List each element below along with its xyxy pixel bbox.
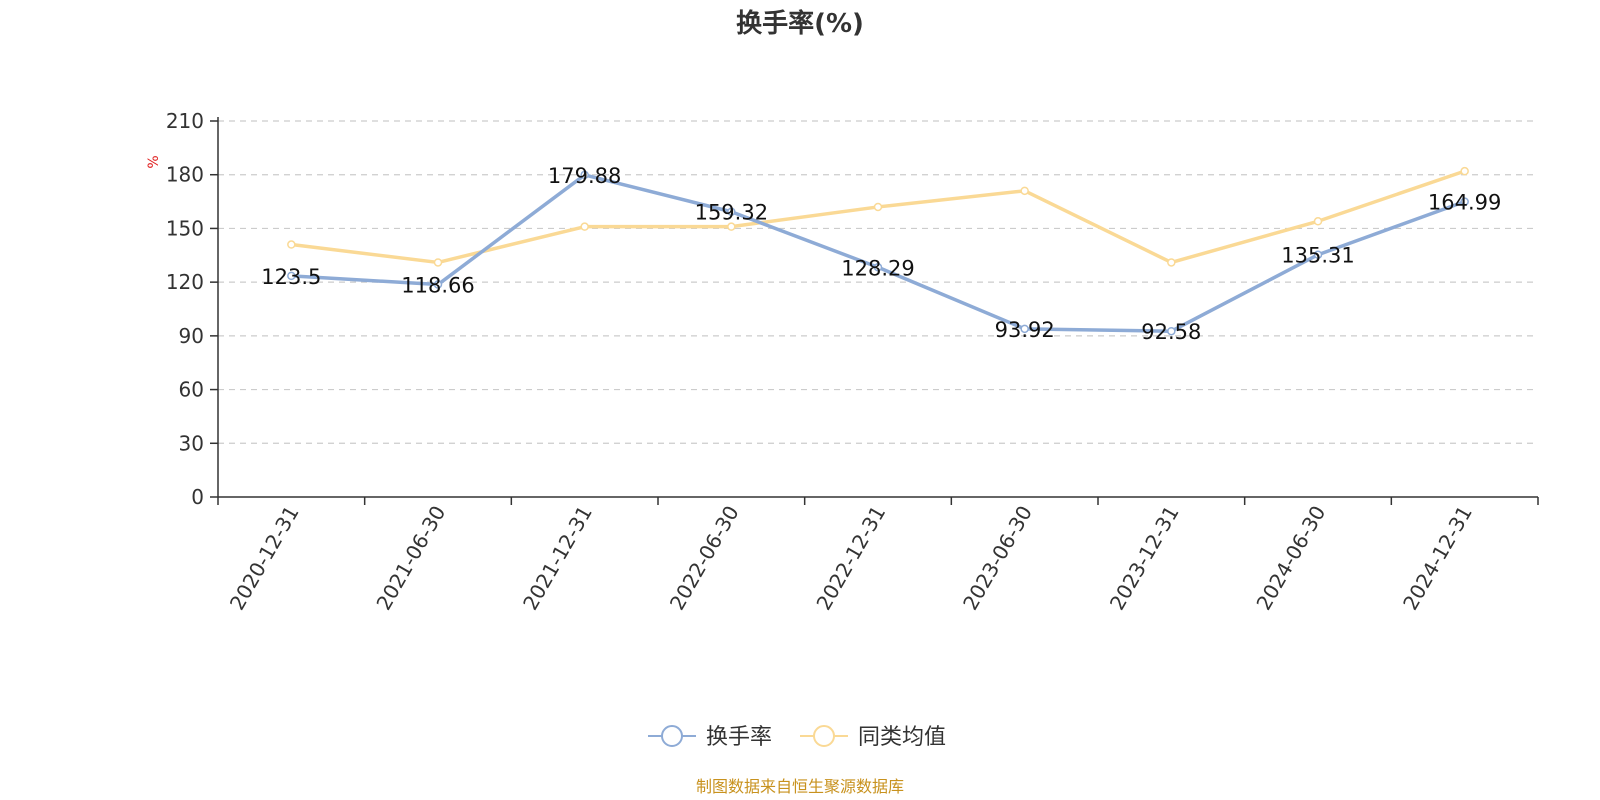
y-tick-label: 210 xyxy=(166,109,204,133)
legend-label: 同类均值 xyxy=(858,725,946,750)
data-point xyxy=(1167,326,1176,336)
legend-item-peer-average[interactable]: 同类均值 xyxy=(800,725,946,750)
data-point xyxy=(433,258,443,267)
axes xyxy=(217,117,1538,498)
x-tick-label: 2020-12-31 xyxy=(225,502,304,615)
chart-title: 换手率(%) xyxy=(736,8,864,39)
x-tick-label: 2022-12-31 xyxy=(811,502,890,615)
data-point xyxy=(727,222,736,231)
data-label: 164.99 xyxy=(1428,191,1501,215)
legend-label: 换手率 xyxy=(706,725,772,750)
series-turnover-rate: 123.5 118.66 179.88 159.32 128.29 93.92 92.58 1… xyxy=(261,164,1501,344)
data-point xyxy=(287,271,296,281)
data-label: 128.29 xyxy=(841,256,914,280)
data-source-note: 制图数据来自恒生聚源数据库 xyxy=(696,777,904,796)
x-tick-label: 2024-06-30 xyxy=(1251,502,1330,615)
y-tick-label: 30 xyxy=(179,431,204,455)
legend-marker xyxy=(661,725,683,747)
data-point xyxy=(1020,186,1029,196)
data-point xyxy=(1460,166,1469,176)
data-label: 135.31 xyxy=(1281,244,1354,268)
y-tick-label: 120 xyxy=(166,270,204,294)
y-tick-label: 0 xyxy=(191,485,204,509)
data-point xyxy=(1020,324,1029,334)
legend-item-turnover-rate[interactable]: 换手率 xyxy=(648,725,772,750)
data-point xyxy=(1313,250,1323,259)
data-point xyxy=(1460,197,1469,206)
x-axis-ticks: 2020-12-31 2021-06-30 2021-12-31 2022-06-30… xyxy=(217,497,1539,615)
x-tick-label: 2021-06-30 xyxy=(371,502,450,615)
x-tick-label: 2023-06-30 xyxy=(958,502,1037,615)
y-axis-unit-label: % xyxy=(146,155,162,168)
data-label: 118.66 xyxy=(401,274,474,298)
y-tick-label: 60 xyxy=(179,378,204,402)
x-tick-label: 2023-12-31 xyxy=(1105,502,1184,615)
data-point xyxy=(1167,258,1176,267)
data-point xyxy=(873,263,883,272)
x-tick-label: 2022-06-30 xyxy=(665,502,744,615)
x-tick-label: 2021-12-31 xyxy=(518,502,597,615)
data-point xyxy=(580,222,589,231)
data-point xyxy=(727,207,736,216)
data-point xyxy=(580,170,589,180)
x-tick-label: 2024-12-31 xyxy=(1398,502,1477,615)
y-tick-label: 180 xyxy=(166,163,204,187)
data-point xyxy=(873,202,883,212)
data-label: 159.32 xyxy=(695,201,768,225)
data-label: 179.88 xyxy=(548,164,621,188)
data-label: 93.92 xyxy=(995,318,1055,342)
legend[interactable]: 换手率 同类均值 xyxy=(648,725,946,750)
series-layer: 123.5 118.66 179.88 159.32 128.29 93.92 92.58 1… xyxy=(261,164,1501,344)
series-peer-average xyxy=(287,166,1469,267)
y-tick-label: 90 xyxy=(179,324,204,348)
y-axis-ticks: 0 30 60 90 120 150 180 210 xyxy=(166,109,218,509)
data-point xyxy=(287,240,296,249)
y-tick-label: 150 xyxy=(166,216,204,240)
legend-marker xyxy=(813,725,835,747)
data-label: 92.58 xyxy=(1141,320,1201,344)
data-label: 123.5 xyxy=(261,265,321,289)
data-point xyxy=(433,280,443,289)
data-point xyxy=(1313,217,1323,226)
